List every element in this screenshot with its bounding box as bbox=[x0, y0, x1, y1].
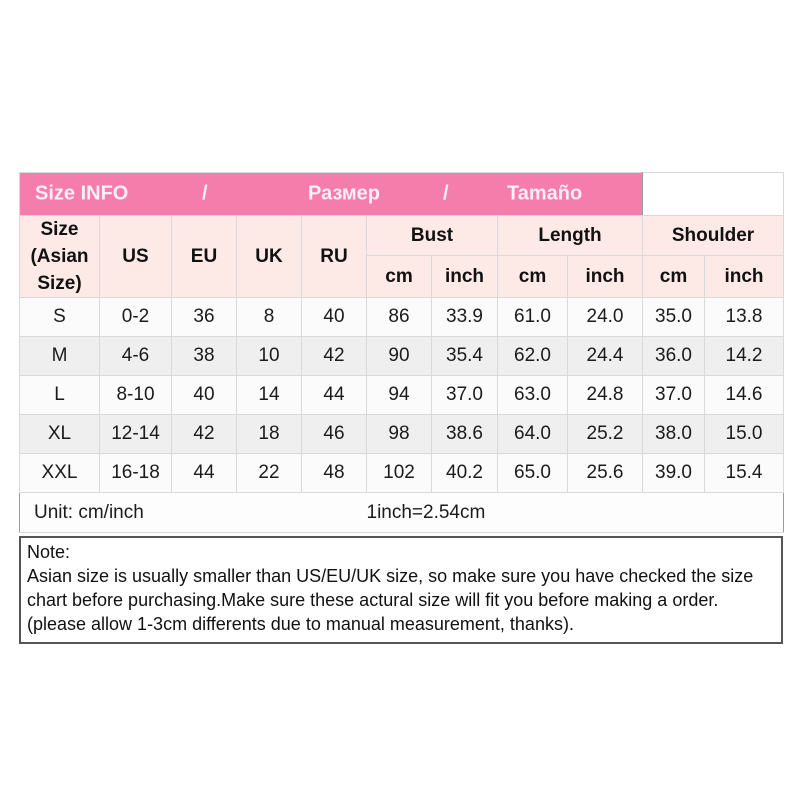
cell-us: 12-14 bbox=[99, 414, 172, 454]
table-row-m: M 4-6 38 10 42 90 35.4 62.0 24.4 36.0 14… bbox=[19, 336, 785, 376]
cell-bust-inch: 35.4 bbox=[431, 336, 498, 376]
cell-length-inch: 25.2 bbox=[566, 414, 644, 454]
size-column-header: Size (Asian Size) bbox=[19, 215, 100, 298]
group-header-bust: Bust bbox=[366, 215, 498, 256]
cell-size: L bbox=[19, 375, 100, 415]
cell-length-inch: 25.6 bbox=[566, 453, 644, 493]
cell-bust-cm: 86 bbox=[366, 297, 432, 337]
cell-ru: 40 bbox=[301, 297, 367, 337]
subheader-shoulder-inch: inch bbox=[704, 255, 785, 298]
banner-razmer-label: Размер bbox=[308, 182, 381, 205]
cell-bust-inch: 38.6 bbox=[431, 414, 498, 454]
table-row-s: S 0-2 36 8 40 86 33.9 61.0 24.0 35.0 13.… bbox=[19, 297, 785, 337]
subheader-shoulder-cm: cm bbox=[642, 255, 706, 298]
cell-length-inch: 24.4 bbox=[566, 336, 644, 376]
size-chart-sheet: Size INFO / Размер / Tamaño Size (Asian … bbox=[18, 172, 785, 644]
cell-uk: 22 bbox=[236, 453, 302, 493]
cell-shoulder-cm: 35.0 bbox=[642, 297, 706, 337]
cell-shoulder-inch: 15.0 bbox=[704, 414, 785, 454]
cell-shoulder-inch: 15.4 bbox=[704, 453, 785, 493]
cell-uk: 14 bbox=[236, 375, 302, 415]
cell-length-cm: 62.0 bbox=[497, 336, 568, 376]
cell-bust-cm: 94 bbox=[366, 375, 432, 415]
col-header-us: US bbox=[99, 215, 172, 298]
cell-bust-cm: 90 bbox=[366, 336, 432, 376]
subheader-length-cm: cm bbox=[497, 255, 568, 298]
table-row-xl: XL 12-14 42 18 46 98 38.6 64.0 25.2 38.0… bbox=[19, 414, 785, 454]
cell-us: 0-2 bbox=[99, 297, 172, 337]
cell-size: XXL bbox=[19, 453, 100, 493]
cell-eu: 42 bbox=[171, 414, 237, 454]
banner-tamano-label: Tamaño bbox=[507, 182, 583, 205]
subheader-bust-cm: cm bbox=[366, 255, 432, 298]
cell-length-inch: 24.0 bbox=[566, 297, 644, 337]
table-row-l: L 8-10 40 14 44 94 37.0 63.0 24.8 37.0 1… bbox=[19, 375, 785, 415]
subheader-bust-inch: inch bbox=[431, 255, 498, 298]
cell-shoulder-cm: 39.0 bbox=[642, 453, 706, 493]
cell-size: M bbox=[19, 336, 100, 376]
cell-ru: 46 bbox=[301, 414, 367, 454]
cell-shoulder-cm: 38.0 bbox=[642, 414, 706, 454]
size-table: Size INFO / Размер / Tamaño Size (Asian … bbox=[18, 172, 785, 533]
group-header-row: Size (Asian Size) US EU UK RU Bust Lengt… bbox=[19, 215, 785, 298]
cell-us: 8-10 bbox=[99, 375, 172, 415]
cell-shoulder-inch: 13.8 bbox=[704, 297, 785, 337]
cell-ru: 48 bbox=[301, 453, 367, 493]
col-header-ru: RU bbox=[301, 215, 367, 298]
cell-eu: 44 bbox=[171, 453, 237, 493]
cell-length-cm: 65.0 bbox=[497, 453, 568, 493]
cell-length-cm: 63.0 bbox=[497, 375, 568, 415]
cell-eu: 38 bbox=[171, 336, 237, 376]
unit-subheader-row: cm inch cm inch cm inch bbox=[20, 255, 785, 298]
cell-eu: 36 bbox=[171, 297, 237, 337]
banner-size-info-label: Size INFO bbox=[35, 182, 129, 205]
cell-us: 4-6 bbox=[99, 336, 172, 376]
cell-size: XL bbox=[19, 414, 100, 454]
cell-eu: 40 bbox=[171, 375, 237, 415]
group-header-length: Length bbox=[496, 215, 644, 256]
conversion-label: 1inch=2.54cm bbox=[366, 492, 784, 533]
banner-empty-cell bbox=[642, 172, 785, 216]
unit-label: Unit: cm/inch bbox=[19, 492, 367, 533]
col-header-eu: EU bbox=[171, 215, 237, 298]
cell-uk: 10 bbox=[236, 336, 302, 376]
cell-length-inch: 24.8 bbox=[566, 375, 644, 415]
note-box: Note: Asian size is usually smaller than… bbox=[19, 536, 783, 644]
cell-uk: 18 bbox=[236, 414, 302, 454]
cell-bust-cm: 102 bbox=[366, 453, 432, 493]
banner-slash-2: / bbox=[443, 182, 449, 205]
banner: Size INFO / Размер / Tamaño bbox=[18, 172, 644, 216]
group-header-shoulder: Shoulder bbox=[642, 215, 785, 256]
cell-us: 16-18 bbox=[99, 453, 172, 493]
cell-shoulder-inch: 14.2 bbox=[704, 336, 785, 376]
unit-footer-row: Unit: cm/inch 1inch=2.54cm bbox=[19, 492, 784, 533]
cell-shoulder-cm: 36.0 bbox=[642, 336, 706, 376]
cell-size: S bbox=[19, 297, 100, 337]
cell-uk: 8 bbox=[236, 297, 302, 337]
cell-shoulder-inch: 14.6 bbox=[704, 375, 785, 415]
cell-bust-inch: 33.9 bbox=[431, 297, 498, 337]
cell-bust-inch: 40.2 bbox=[431, 453, 498, 493]
cell-ru: 44 bbox=[301, 375, 367, 415]
col-header-uk: UK bbox=[236, 215, 302, 298]
table-row-xxl: XXL 16-18 44 22 48 102 40.2 65.0 25.6 39… bbox=[19, 453, 785, 493]
cell-ru: 42 bbox=[301, 336, 367, 376]
banner-slash-1: / bbox=[202, 182, 208, 205]
cell-length-cm: 61.0 bbox=[497, 297, 568, 337]
banner-row: Size INFO / Размер / Tamaño bbox=[18, 172, 785, 216]
cell-length-cm: 64.0 bbox=[497, 414, 568, 454]
subheader-length-inch: inch bbox=[566, 255, 644, 298]
cell-shoulder-cm: 37.0 bbox=[642, 375, 706, 415]
cell-bust-cm: 98 bbox=[366, 414, 432, 454]
cell-bust-inch: 37.0 bbox=[431, 375, 498, 415]
